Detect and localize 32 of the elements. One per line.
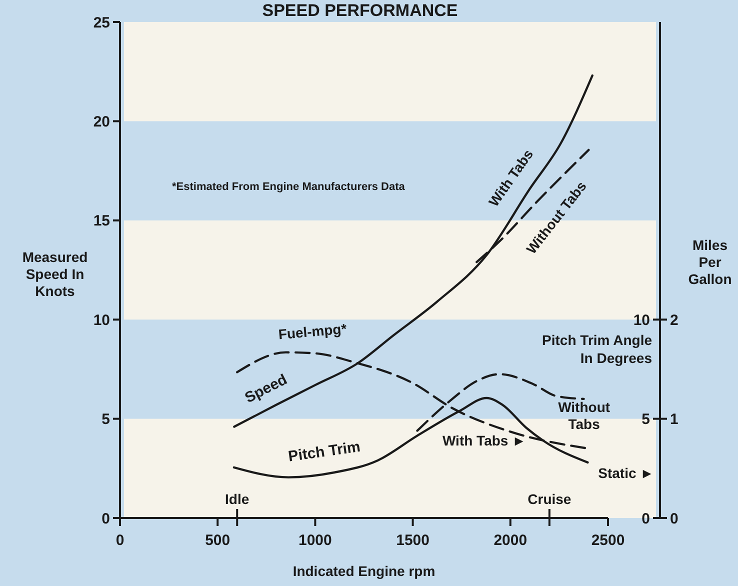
x-axis-title: Indicated Engine rpm: [292, 563, 436, 579]
series-label: Without Tabs: [558, 398, 610, 432]
ref-line-label: Cruise: [528, 491, 572, 507]
y3-tick-label: 1: [670, 411, 678, 428]
y-axis-title: Measured Speed In Knots: [22, 249, 88, 299]
ref-line-label: Idle: [225, 491, 250, 507]
y-tick-label: 10: [93, 312, 110, 329]
y-tick-label: 5: [102, 411, 110, 428]
y2-tick-label: 0: [642, 510, 650, 528]
y-tick-label: 15: [93, 212, 110, 230]
y2-axis-title: Pitch Trim Angle In Degrees: [542, 332, 652, 366]
annotation: Pitch Trim: [287, 438, 362, 466]
x-tick-label: 0: [116, 532, 124, 549]
annotation: *Estimated From Engine Manufacturers Data: [172, 181, 406, 193]
x-tick-label: 1000: [298, 532, 332, 549]
y-tick-label: 0: [102, 510, 110, 528]
y-tick-label: 20: [93, 113, 110, 130]
series-label: Fuel-mpg*: [278, 320, 348, 342]
chart-title: SPEED PERFORMANCE: [262, 1, 458, 20]
x-tick-label: 500: [205, 532, 230, 549]
y3-axis-title: Miles Per Gallon: [688, 237, 732, 287]
x-tick-label: 1500: [396, 532, 430, 549]
annotation: Static ►: [598, 465, 654, 481]
y3-tick-label: 2: [670, 312, 678, 329]
y2-tick-label: 10: [633, 312, 650, 329]
x-tick-label: 2000: [494, 532, 528, 549]
series-label: With Tabs ►: [442, 432, 526, 449]
x-tick-label: 2500: [591, 532, 625, 549]
y2-tick-label: 5: [642, 411, 650, 428]
y3-tick-label: 0: [670, 510, 678, 528]
line-series: [476, 148, 590, 264]
y-tick-label: 25: [93, 14, 110, 32]
